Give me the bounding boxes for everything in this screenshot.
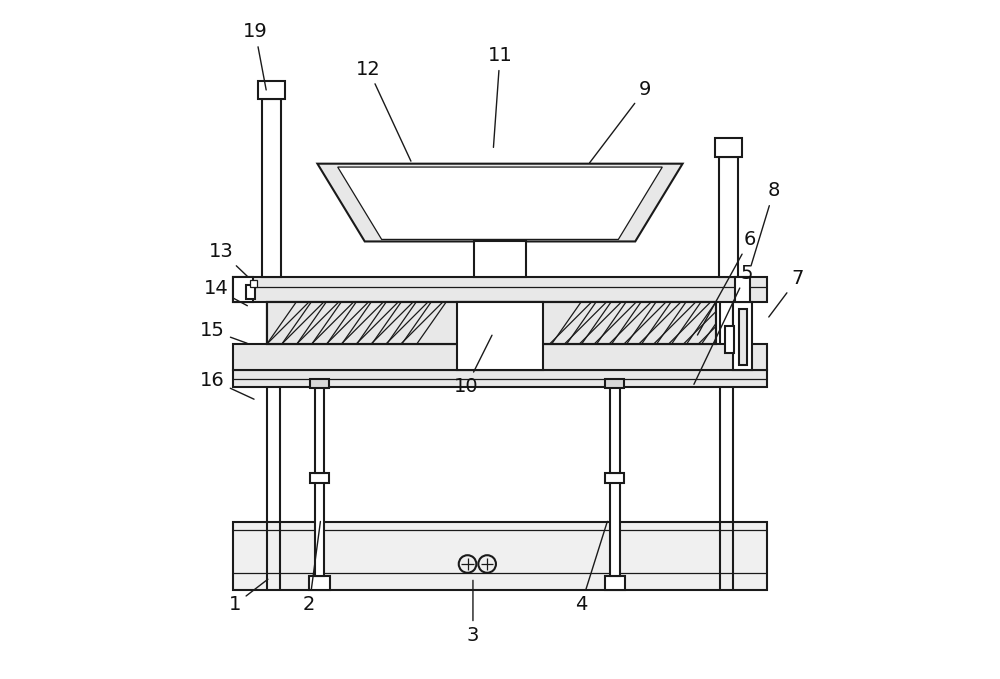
Text: 7: 7 xyxy=(769,269,804,317)
Text: 14: 14 xyxy=(204,279,247,306)
Text: 8: 8 xyxy=(751,181,780,266)
Text: 5: 5 xyxy=(694,263,753,384)
Polygon shape xyxy=(338,167,662,240)
Text: 19: 19 xyxy=(243,22,268,90)
Bar xyxy=(315,481,324,576)
Bar xyxy=(610,386,620,473)
Bar xyxy=(250,280,257,287)
Bar xyxy=(233,276,767,302)
Bar xyxy=(233,370,767,387)
Bar xyxy=(310,473,329,483)
Bar xyxy=(739,309,747,365)
Bar xyxy=(267,302,716,344)
Bar xyxy=(605,576,625,589)
Text: 15: 15 xyxy=(200,321,247,344)
Bar xyxy=(725,326,734,353)
Bar xyxy=(715,138,742,157)
Text: 6: 6 xyxy=(697,230,756,335)
Bar xyxy=(610,481,620,576)
Bar xyxy=(457,302,543,370)
Bar xyxy=(733,302,752,370)
Bar xyxy=(474,242,526,276)
Bar xyxy=(267,302,716,344)
Text: 11: 11 xyxy=(488,46,512,147)
Bar xyxy=(233,344,767,370)
Text: 10: 10 xyxy=(454,335,492,397)
Bar xyxy=(719,157,738,276)
Bar xyxy=(233,276,253,302)
Bar xyxy=(605,379,624,388)
Text: 3: 3 xyxy=(467,581,479,645)
Text: 1: 1 xyxy=(229,579,268,614)
Bar xyxy=(735,276,750,302)
Text: 9: 9 xyxy=(590,80,652,163)
Bar xyxy=(310,379,329,388)
Text: 4: 4 xyxy=(575,521,607,614)
Text: 16: 16 xyxy=(200,371,254,399)
Bar xyxy=(309,576,330,589)
Bar xyxy=(315,386,324,473)
Text: 12: 12 xyxy=(356,60,411,161)
Bar xyxy=(605,473,624,483)
Text: 13: 13 xyxy=(209,242,248,277)
Bar xyxy=(246,285,255,299)
Text: 2: 2 xyxy=(303,521,320,614)
Bar xyxy=(233,522,767,589)
Polygon shape xyxy=(317,164,683,242)
Bar xyxy=(262,99,281,276)
Bar xyxy=(258,81,285,99)
